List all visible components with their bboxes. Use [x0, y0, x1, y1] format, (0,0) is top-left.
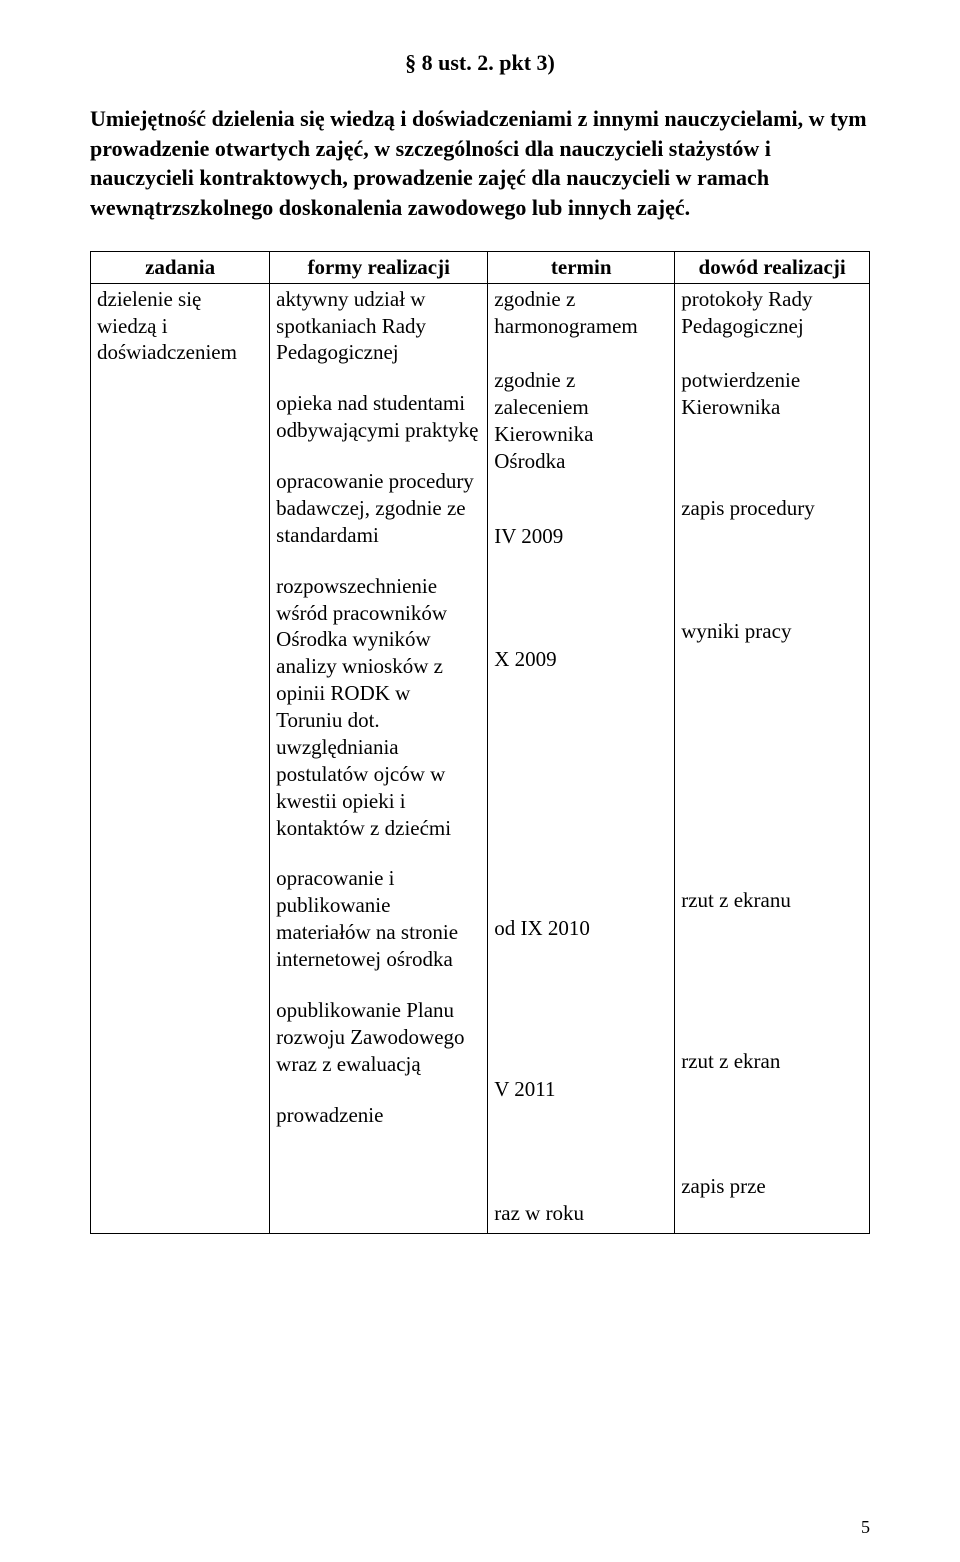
col-zadania: zadania [91, 251, 270, 283]
formy-2: opracowanie procedury badawczej, zgodnie… [276, 468, 481, 549]
dowod-4: rzut z ekranu [681, 887, 863, 914]
formy-0: aktywny udział w spotkaniach Rady Pedago… [276, 286, 481, 367]
cell-zadania: dzielenie się wiedzą i doświadczeniem [91, 283, 270, 1234]
formy-3: rozpowszechnienie wśród pracowników Ośro… [276, 573, 481, 842]
section-heading: § 8 ust. 2. pkt 3) [90, 50, 870, 76]
dowod-0: protokoły Rady Pedagogicznej [681, 286, 863, 340]
formy-6: prowadzenie [276, 1102, 481, 1129]
table-header-row: zadania formy realizacji termin dowód re… [91, 251, 870, 283]
col-formy: formy realizacji [270, 251, 488, 283]
termin-1: zgodnie z zaleceniem Kierownika Ośrodka [494, 367, 668, 475]
formy-5: opublikowanie Planu rozwoju Zawodowego w… [276, 997, 481, 1078]
termin-6: raz w roku [494, 1200, 668, 1227]
dowod-5: rzut z ekran [681, 1048, 863, 1075]
dowod-3: wyniki pracy [681, 618, 863, 645]
termin-0: zgodnie z harmonogramem [494, 286, 668, 340]
dowod-6: zapis prze [681, 1173, 863, 1200]
termin-4: od IX 2010 [494, 915, 668, 942]
page-number: 5 [861, 1517, 870, 1538]
formy-1: opieka nad studentami odbywającymi prakt… [276, 390, 481, 444]
cell-termin: zgodnie z harmonogramem zgodnie z zalece… [488, 283, 675, 1234]
cell-dowod: protokoły Rady Pedagogicznej potwierdzen… [675, 283, 870, 1234]
col-termin: termin [488, 251, 675, 283]
table-body-row: dzielenie się wiedzą i doświadczeniem ak… [91, 283, 870, 1234]
page: § 8 ust. 2. pkt 3) Umiejętność dzielenia… [0, 0, 960, 1562]
zadania-text: dzielenie się wiedzą i doświadczeniem [97, 286, 263, 367]
formy-4: opracowanie i publikowanie materiałów na… [276, 865, 481, 973]
col-dowod: dowód realizacji [675, 251, 870, 283]
criteria-table: zadania formy realizacji termin dowód re… [90, 251, 870, 1235]
dowod-1: potwierdzenie Kierownika [681, 367, 863, 421]
intro-paragraph: Umiejętność dzielenia się wiedzą i doświ… [90, 104, 870, 223]
termin-2: IV 2009 [494, 523, 668, 550]
dowod-2: zapis procedury [681, 495, 863, 522]
cell-formy: aktywny udział w spotkaniach Rady Pedago… [270, 283, 488, 1234]
termin-3: X 2009 [494, 646, 668, 673]
termin-5: V 2011 [494, 1076, 668, 1103]
